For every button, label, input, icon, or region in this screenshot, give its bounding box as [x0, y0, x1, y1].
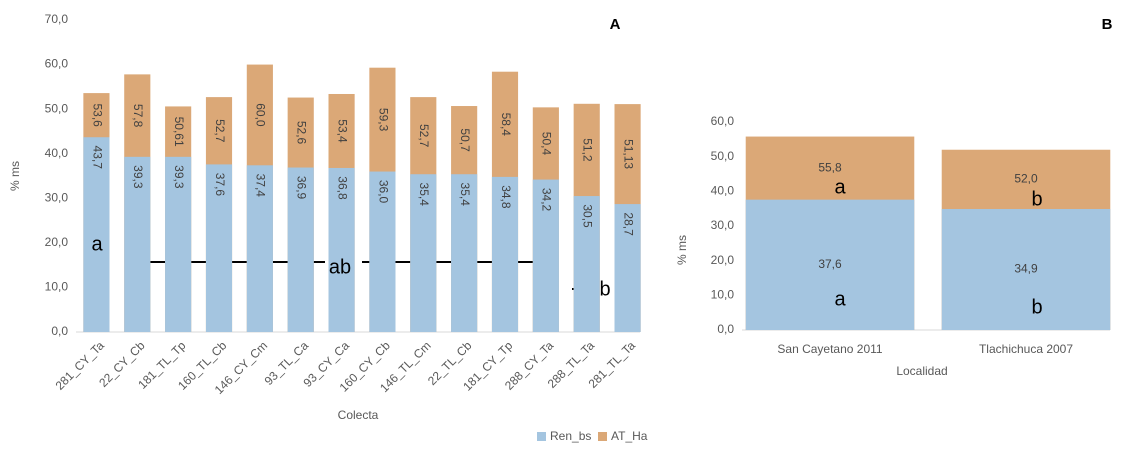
bar: [287, 167, 314, 332]
y-tick-label: 50,0: [45, 101, 69, 115]
panel-label: A: [610, 16, 621, 33]
bar: [451, 174, 478, 332]
bar: [410, 174, 437, 332]
data-label: 37,4: [254, 174, 268, 198]
data-label: 52,6: [295, 121, 309, 145]
bar: [205, 164, 233, 332]
data-label: 34,9: [1014, 262, 1038, 276]
annotation: b: [1031, 296, 1042, 318]
y-tick-label: 10,0: [711, 288, 735, 302]
annotation: b: [1031, 188, 1042, 210]
annotation: b: [599, 278, 610, 300]
y-axis-title: % ms: [675, 235, 689, 265]
data-label: 36,0: [376, 180, 390, 204]
data-label: 51,2: [581, 138, 595, 162]
data-label: 51,13: [621, 139, 635, 169]
data-label: 59,3: [376, 108, 390, 132]
bar: [491, 176, 519, 332]
data-label: 36,8: [335, 176, 349, 200]
legend-label: Ren_bs: [550, 429, 591, 443]
y-tick-label: 0,0: [717, 322, 734, 336]
y-tick-label: 20,0: [45, 235, 69, 249]
bar: [246, 165, 273, 332]
bar: [165, 156, 192, 332]
y-tick-label: 40,0: [45, 146, 69, 160]
data-label: 34,2: [540, 188, 554, 212]
y-tick-label: 50,0: [711, 149, 735, 163]
panel-label: B: [1102, 16, 1113, 33]
data-label: 50,7: [458, 128, 472, 152]
data-label: 35,4: [417, 183, 431, 207]
y-tick-label: 0,0: [51, 324, 68, 338]
data-label: 57,8: [131, 104, 145, 128]
y-tick-label: 40,0: [711, 184, 735, 198]
data-label: 34,8: [499, 185, 513, 209]
bar: [532, 179, 559, 332]
annotation: a: [834, 176, 846, 198]
data-label: 28,7: [621, 212, 635, 236]
y-tick-label: 20,0: [711, 253, 735, 267]
legend-swatch: [598, 432, 607, 441]
data-label: 52,7: [213, 119, 227, 143]
annotation: a: [834, 288, 846, 310]
data-label: 39,3: [131, 165, 145, 189]
data-label: 37,6: [818, 257, 842, 271]
data-label: 60,0: [254, 103, 268, 127]
data-label: 50,61: [172, 117, 186, 147]
y-axis-title: % ms: [8, 161, 22, 191]
legend-label: AT_Ha: [611, 429, 648, 443]
x-axis-title: Colecta: [338, 408, 379, 422]
data-label: 52,7: [417, 124, 431, 148]
data-label: 43,7: [90, 146, 104, 170]
data-label: 35,4: [458, 183, 472, 207]
bar: [573, 196, 600, 332]
data-label: 37,6: [213, 173, 227, 197]
y-tick-label: 30,0: [711, 218, 735, 232]
data-label: 53,4: [335, 119, 349, 143]
bar: [745, 199, 915, 330]
legend-swatch: [537, 432, 546, 441]
x-tick-label: 281_CY_Ta: [53, 338, 107, 392]
y-tick-label: 60,0: [45, 57, 69, 71]
bar: [614, 204, 641, 332]
data-label: 52,0: [1014, 172, 1038, 186]
data-label: 36,9: [295, 176, 309, 200]
y-tick-label: 60,0: [711, 114, 735, 128]
x-tick-label: San Cayetano 2011: [777, 342, 883, 356]
y-tick-label: 70,0: [45, 12, 69, 26]
y-tick-label: 10,0: [45, 280, 69, 294]
y-tick-label: 30,0: [45, 190, 69, 204]
x-tick-label: Tlachichuca 2007: [979, 342, 1073, 356]
data-label: 50,4: [540, 132, 554, 156]
bar: [328, 167, 355, 332]
annotation: a: [91, 233, 103, 255]
data-label: 30,5: [581, 204, 595, 228]
data-label: 55,8: [818, 160, 842, 174]
x-axis-title: Localidad: [896, 364, 947, 378]
bar: [369, 171, 396, 332]
data-label: 39,3: [172, 165, 186, 189]
bar: [124, 156, 151, 332]
bar: [83, 137, 110, 332]
data-label: 53,6: [90, 103, 104, 127]
annotation: ab: [329, 256, 351, 278]
bar: [941, 209, 1111, 330]
data-label: 58,4: [499, 113, 513, 137]
